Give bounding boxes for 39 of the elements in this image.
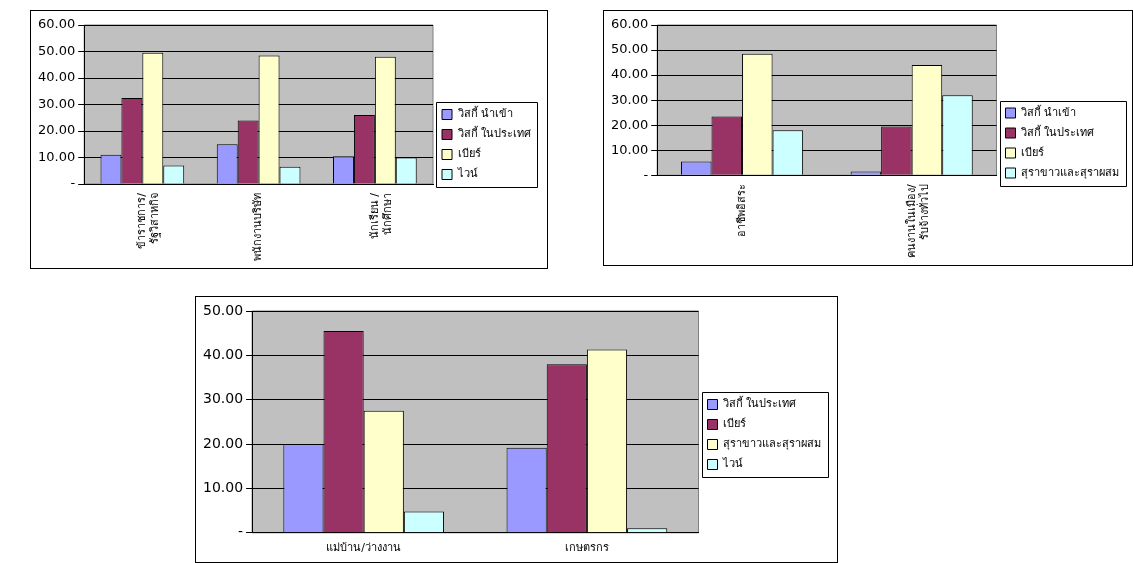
legend-label: เบียร์ [1021,145,1044,159]
legend-label: สุราขาวและสุราผสม [723,437,821,451]
legend-label: เบียร์ [457,147,481,161]
legend-label: วิสกี้ นำเข้า [456,105,513,121]
x-tick-label: นักเรียน / นักศึกษา [367,192,394,240]
x-tick-label: แม่บ้าน/ว่างงาน [326,541,402,555]
y-tick-label: 60.00 [38,16,76,32]
y-tick-label: 50.00 [38,42,76,58]
legend-label: วิสกี้ ในประเทศ [722,395,797,411]
legend-label: วิสกี้ นำเข้า [1020,103,1077,119]
y-tick-label: - [238,523,244,540]
y-tick-label: 10.00 [611,141,649,157]
x-tick-label: เกษตรกร [564,541,609,555]
y-tick-label: 60.00 [611,16,649,32]
x-tick-label: อาชีพอิสระ [734,184,748,238]
y-tick-label: 20.00 [611,116,649,132]
y-tick-label: 50.00 [202,301,244,318]
legend-label: สุราขาวและสุราผสม [1021,165,1119,179]
y-tick-label: 20.00 [38,122,76,138]
x-tick-label: คนงานในเมือง/ รับจ้างทั่วไป [904,184,931,259]
x-tick-label: พนักงานบริษัท [251,193,265,261]
legend-label: เบียร์ [723,417,746,431]
y-tick-label: 30.00 [611,91,649,107]
legend-label: วิสกี้ ในประเทศ [456,125,531,141]
y-tick-label: 40.00 [202,346,244,362]
y-tick-label: 30.00 [38,95,76,111]
y-tick-label: 10.00 [202,479,244,496]
y-tick-label: - [70,175,76,191]
y-tick-label: 50.00 [611,41,649,57]
y-tick-label: 40.00 [38,69,76,85]
legend-label: ไวน์ [722,457,743,471]
y-tick-label: 10.00 [38,148,76,164]
y-tick-label: 40.00 [611,66,649,82]
x-tick-label: ข้าราชการ/ รัฐวิสาหกิจ [135,192,162,249]
y-tick-label: 30.00 [202,390,244,407]
legend-label: ไวน์ [456,167,478,181]
y-tick-label: 20.00 [202,434,244,451]
y-tick-label: - [643,166,649,182]
legend-label: วิสกี้ ในประเทศ [1020,123,1095,139]
